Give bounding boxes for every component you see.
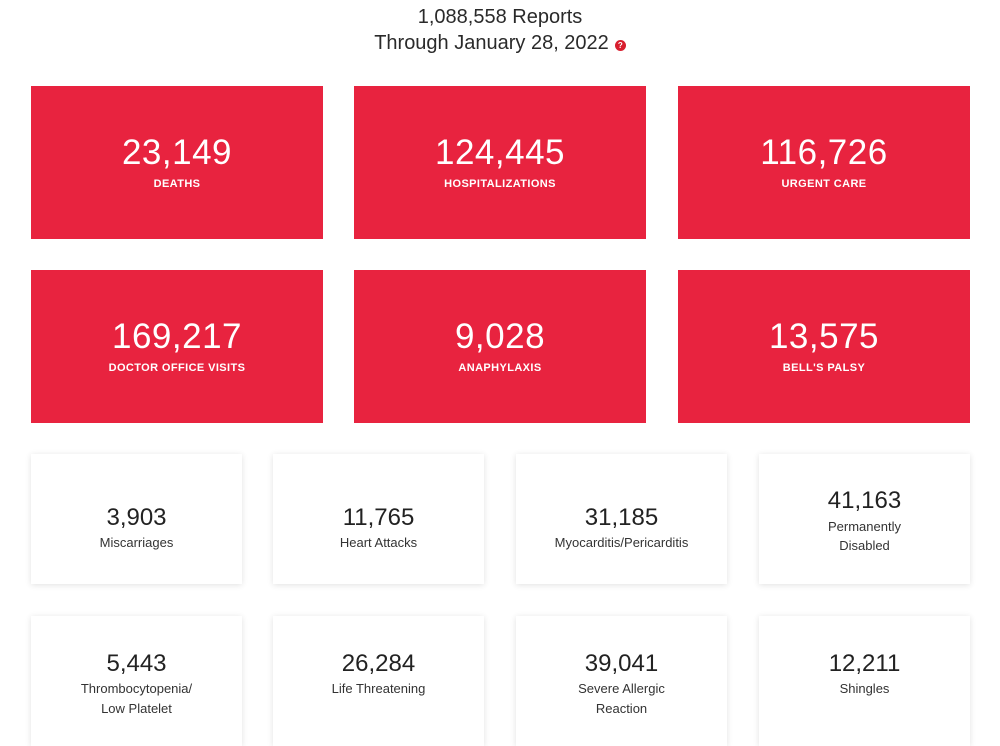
hospitalizations-label: HOSPITALIZATIONS [444, 178, 556, 190]
shingles-card: 12,211 Shingles [759, 616, 970, 746]
doctor-visits-value: 169,217 [111, 317, 243, 356]
hospitalizations-value: 124,445 [434, 133, 566, 172]
miscarriages-value: 3,903 [106, 504, 167, 531]
myocarditis-value: 31,185 [584, 504, 659, 531]
reports-count: 1,088,558 Reports [417, 6, 583, 28]
shingles-label: Shingles [839, 681, 890, 696]
hospitalizations-card: 124,445 HOSPITALIZATIONS [354, 86, 646, 239]
myocarditis-card: 31,185 Myocarditis/Pericarditis [516, 454, 727, 584]
permanently-disabled-label-line1: Permanently [828, 519, 901, 534]
heart-attacks-value: 11,765 [342, 504, 415, 531]
anaphylaxis-card: 9,028 ANAPHYLAXIS [354, 270, 646, 423]
bells-palsy-label: BELL'S PALSY [782, 362, 866, 374]
bells-palsy-value: 13,575 [768, 317, 880, 356]
thrombocytopenia-card: 5,443 Thrombocytopenia/ Low Platelet [31, 616, 242, 746]
life-threatening-label: Life Threatening [331, 681, 426, 696]
permanently-disabled-card: 41,163 Permanently Disabled [759, 454, 970, 584]
anaphylaxis-value: 9,028 [454, 317, 546, 356]
severe-allergic-label-line1: Severe Allergic [578, 681, 665, 696]
urgent-care-card: 116,726 URGENT CARE [678, 86, 970, 239]
urgent-care-value: 116,726 [760, 133, 888, 172]
life-threatening-value: 26,284 [341, 650, 416, 677]
thrombocytopenia-value: 5,443 [106, 650, 167, 677]
myocarditis-label: Myocarditis/Pericarditis [554, 535, 689, 550]
permanently-disabled-value: 41,163 [827, 487, 902, 514]
severe-allergic-value: 39,041 [584, 650, 659, 677]
anaphylaxis-label: ANAPHYLAXIS [458, 362, 542, 374]
deaths-card: 23,149 DEATHS [31, 86, 323, 239]
bells-palsy-card: 13,575 BELL'S PALSY [678, 270, 970, 423]
severe-allergic-label-line2: Reaction [595, 701, 648, 716]
heart-attacks-card: 11,765 Heart Attacks [273, 454, 484, 584]
deaths-value: 23,149 [121, 133, 233, 172]
thrombocytopenia-label-line2: Low Platelet [101, 701, 172, 716]
urgent-care-label: URGENT CARE [781, 178, 867, 190]
doctor-visits-label: DOCTOR OFFICE VISITS [108, 362, 246, 374]
through-date: Through January 28, 2022 [374, 32, 609, 54]
doctor-visits-card: 169,217 DOCTOR OFFICE VISITS [31, 270, 323, 423]
permanently-disabled-label-line2: Disabled [839, 538, 890, 553]
question-icon[interactable]: ? [614, 39, 626, 51]
life-threatening-card: 26,284 Life Threatening [273, 616, 484, 746]
thrombocytopenia-label-line1: Thrombocytopenia/ [80, 681, 193, 696]
severe-allergic-card: 39,041 Severe Allergic Reaction [516, 616, 727, 746]
deaths-label: DEATHS [153, 178, 201, 190]
miscarriages-label: Miscarriages [99, 535, 174, 550]
miscarriages-card: 3,903 Miscarriages [31, 454, 242, 584]
through-date-line: Through January 28, 2022 ? [374, 30, 626, 56]
report-header: 1,088,558 Reports Through January 28, 20… [0, 4, 1000, 56]
heart-attacks-label: Heart Attacks [339, 535, 418, 550]
shingles-value: 12,211 [828, 650, 901, 677]
